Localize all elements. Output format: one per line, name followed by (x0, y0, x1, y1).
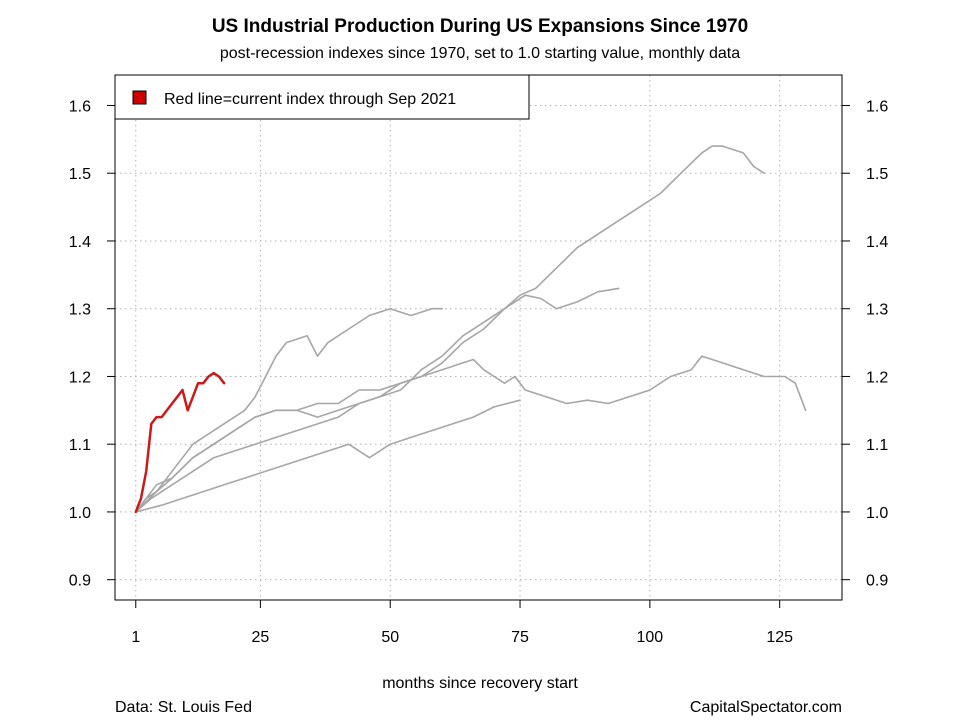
x-axis-label: months since recovery start (382, 675, 578, 692)
y-tick-label-left: 1.2 (69, 369, 91, 386)
axes: 0.9 0.9 1.0 1.0 1.1 1.1 1.2 1.2 1.3 1.3 1.4 1.4 1.5 1… (69, 74, 888, 646)
y-tick-label-left: 1.5 (69, 166, 91, 183)
series-line-history (135, 307, 443, 513)
chart-title: US Industrial Production During US Expan… (212, 16, 748, 37)
y-tick-label-right: 1.4 (866, 234, 888, 251)
y-tick-label-right: 1.2 (866, 369, 888, 386)
y-tick-label-right: 0.9 (866, 573, 888, 590)
x-tick-label: 1 (131, 629, 140, 646)
x-tick-label: 100 (637, 629, 664, 646)
y-tick-label-right: 1.5 (866, 166, 888, 183)
series-line-history (135, 399, 521, 513)
chart-subtitle: post-recession indexes since 1970, set t… (220, 45, 740, 62)
legend-box (114, 74, 530, 120)
legend-swatch (132, 90, 147, 105)
series-line-history (135, 355, 807, 513)
y-tick-label-left: 1.3 (69, 302, 91, 319)
footer-source: Data: St. Louis Fed (115, 699, 252, 716)
x-tick-label: 125 (766, 629, 793, 646)
y-tick-label-left: 1.4 (69, 234, 91, 251)
series-line-current (134, 371, 226, 514)
series-group (134, 145, 807, 514)
y-tick-label-right: 1.6 (866, 98, 888, 115)
x-tick-label: 25 (252, 629, 270, 646)
x-tick-label: 75 (511, 629, 529, 646)
series-line-history (135, 287, 620, 513)
y-tick-label-right: 1.3 (866, 302, 888, 319)
y-tick-label-left: 1.1 (69, 437, 91, 454)
footer-credit: CapitalSpectator.com (690, 699, 842, 716)
y-tick-label-right: 1.1 (866, 437, 888, 454)
y-tick-label-left: 1.0 (69, 505, 91, 522)
y-tick-label-right: 1.0 (866, 505, 888, 522)
series-line-history (135, 145, 765, 513)
x-tick-label: 50 (381, 629, 399, 646)
legend-text: Red line=current index through Sep 2021 (164, 91, 456, 108)
y-tick-label-left: 0.9 (69, 573, 91, 590)
grid (115, 75, 842, 600)
legend: Red line=current index through Sep 2021 (114, 74, 530, 120)
y-tick-label-left: 1.6 (69, 98, 91, 115)
plot-frame (114, 74, 843, 601)
